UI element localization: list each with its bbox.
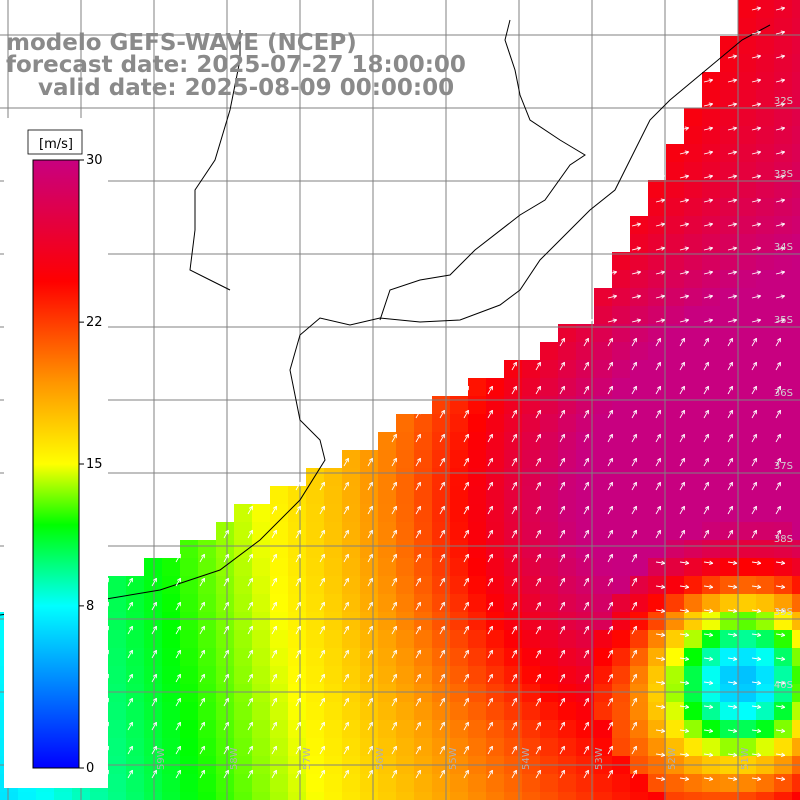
- lat-label: 39S: [774, 607, 793, 618]
- lat-label: 35S: [774, 315, 793, 326]
- lon-label: 54W: [521, 747, 532, 770]
- forecast-date: forecast date: 2025-07-27 18:00:00: [6, 52, 466, 78]
- lat-label: 33S: [774, 169, 793, 180]
- lat-label: 32S: [774, 96, 793, 107]
- model-title: modelo GEFS-WAVE (NCEP): [6, 30, 357, 56]
- lon-label: 52W: [667, 747, 678, 770]
- lon-label: 51W: [740, 747, 751, 770]
- lat-label: 40S: [774, 680, 793, 691]
- lat-labels: 32S 33S 34S 35S 36S 37S 38S 39S 40S: [774, 96, 793, 691]
- lon-label: 56W: [375, 747, 386, 770]
- lat-label: 34S: [774, 242, 793, 253]
- lon-label: 53W: [594, 747, 605, 770]
- lon-label: 58W: [229, 747, 240, 770]
- lon-label: 55W: [448, 747, 459, 770]
- lat-label: 36S: [774, 388, 793, 399]
- lon-label: 60W: [83, 747, 94, 770]
- lon-label: 59W: [156, 747, 167, 770]
- coastline: [0, 19, 771, 616]
- valid-date: valid date: 2025-08-09 00:00:00: [6, 75, 455, 101]
- lon-label: 57W: [302, 747, 313, 770]
- lat-label: 38S: [774, 534, 793, 545]
- lon-label: 61W: [10, 747, 21, 770]
- lat-label: 37S: [774, 461, 793, 472]
